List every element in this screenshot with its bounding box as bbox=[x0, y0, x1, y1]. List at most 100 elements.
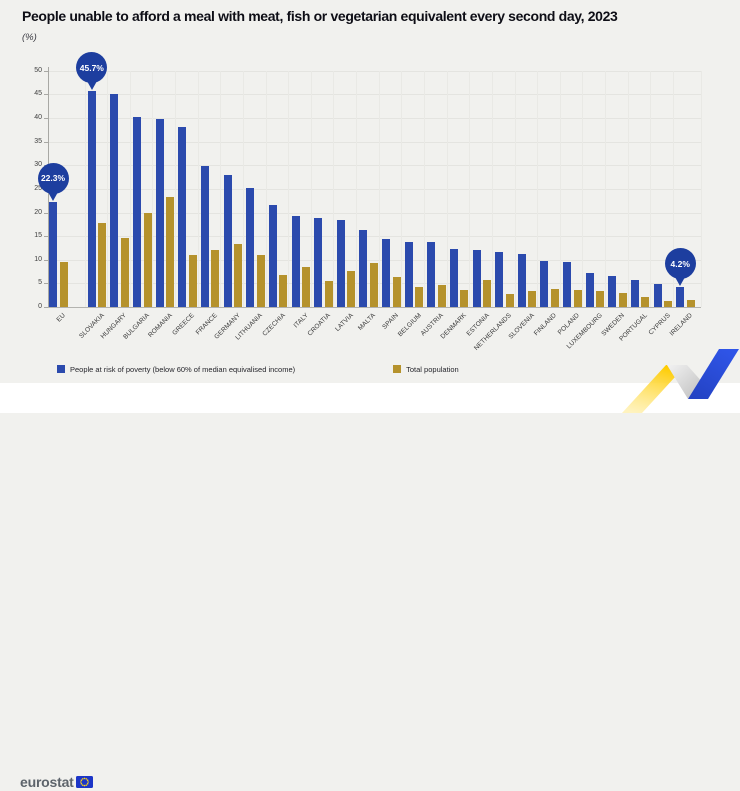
x-axis bbox=[48, 307, 701, 308]
gridline bbox=[107, 70, 109, 307]
bar-cyprus-at-risk bbox=[653, 283, 662, 307]
bar-germany-total bbox=[234, 244, 243, 307]
gridline bbox=[175, 70, 177, 307]
bar-finland-at-risk bbox=[540, 261, 549, 307]
y-axis-tick bbox=[44, 141, 48, 143]
gridline bbox=[48, 212, 701, 214]
bar-luxembourg-total bbox=[596, 291, 605, 307]
gridline bbox=[605, 70, 607, 307]
bar-lithuania-at-risk bbox=[246, 188, 255, 307]
y-axis-tick bbox=[44, 70, 48, 72]
y-axis-tick bbox=[44, 307, 48, 308]
bar-slovakia-total bbox=[98, 222, 107, 307]
gridline bbox=[446, 70, 448, 307]
page-title: People unable to afford a meal with meat… bbox=[22, 8, 618, 24]
unit-label: (%) bbox=[22, 32, 37, 43]
gridline bbox=[48, 94, 701, 96]
bar-luxembourg-at-risk bbox=[585, 272, 594, 307]
gridline bbox=[48, 236, 701, 238]
bar-greece-at-risk bbox=[178, 127, 187, 307]
gridline bbox=[48, 70, 701, 72]
trend-ribbon-graphic bbox=[622, 349, 739, 413]
y-axis-label: 0 bbox=[38, 303, 42, 310]
y-axis-label: 45 bbox=[34, 90, 42, 98]
y-axis-label: 15 bbox=[34, 232, 42, 240]
bar-france-at-risk bbox=[200, 166, 209, 307]
gridline bbox=[423, 70, 425, 307]
bar-portugal-total bbox=[641, 296, 650, 307]
gridline bbox=[627, 70, 629, 307]
gridline bbox=[469, 70, 471, 307]
bar-austria-total bbox=[437, 284, 446, 307]
legend-swatch-total-icon bbox=[393, 365, 402, 373]
bar-bulgaria-at-risk bbox=[133, 117, 142, 307]
bar-bulgaria-total bbox=[143, 213, 152, 307]
gridline bbox=[84, 70, 86, 307]
bar-poland-at-risk bbox=[563, 261, 572, 307]
y-axis-label: 35 bbox=[34, 137, 42, 145]
y-axis-tick bbox=[44, 283, 48, 285]
gridline bbox=[310, 70, 312, 307]
gridline bbox=[333, 70, 335, 307]
gridline bbox=[559, 70, 561, 307]
gridline bbox=[537, 70, 539, 307]
gridline bbox=[129, 70, 131, 307]
chart-legend: People at risk of poverty (below 60% of … bbox=[57, 363, 717, 375]
bar-eu-at-risk bbox=[49, 201, 57, 307]
bar-malta-at-risk bbox=[359, 229, 368, 307]
bar-belgium-at-risk bbox=[404, 241, 413, 307]
bar-czechia-at-risk bbox=[268, 204, 277, 307]
gridline bbox=[356, 70, 358, 307]
gridline bbox=[48, 118, 701, 120]
bar-poland-total bbox=[573, 289, 582, 307]
bar-latvia-at-risk bbox=[336, 219, 345, 307]
gridline bbox=[378, 70, 380, 307]
y-axis-label: 40 bbox=[34, 114, 42, 122]
gridline bbox=[48, 165, 701, 167]
bar-belgium-total bbox=[415, 286, 424, 307]
y-axis-label: 50 bbox=[34, 66, 42, 74]
gridline bbox=[288, 70, 290, 307]
bar-greece-total bbox=[188, 255, 197, 307]
y-axis-tick bbox=[44, 94, 48, 96]
eu-flag-icon bbox=[75, 776, 93, 788]
gridline bbox=[48, 188, 701, 190]
bar-netherlands-total bbox=[505, 293, 514, 307]
bar-malta-total bbox=[369, 263, 378, 307]
gridline bbox=[152, 70, 154, 307]
callout-eu: 22.3% bbox=[37, 162, 69, 194]
gridline bbox=[242, 70, 244, 307]
legend-label-total: Total population bbox=[406, 364, 459, 374]
y-axis-tick bbox=[44, 236, 48, 238]
gridline bbox=[48, 259, 701, 261]
gridline bbox=[491, 70, 493, 307]
gridline bbox=[220, 70, 222, 307]
bar-ireland-total bbox=[686, 299, 695, 307]
gridline bbox=[401, 70, 403, 307]
bar-portugal-at-risk bbox=[630, 279, 639, 307]
gridline bbox=[650, 70, 652, 307]
callout-tail-ireland bbox=[675, 277, 686, 287]
legend-item-arop: People at risk of poverty (below 60% of … bbox=[57, 365, 295, 374]
bar-latvia-total bbox=[347, 271, 356, 307]
bar-netherlands-at-risk bbox=[495, 252, 504, 307]
bar-italy-total bbox=[302, 267, 310, 307]
gridline bbox=[265, 70, 267, 307]
bar-slovakia-at-risk bbox=[87, 91, 96, 307]
bar-denmark-total bbox=[460, 289, 469, 307]
bar-hungary-at-risk bbox=[110, 94, 119, 307]
callout-slovakia: 45.7% bbox=[76, 52, 108, 84]
legend-item-total: Total population bbox=[393, 365, 459, 374]
y-axis-tick bbox=[44, 118, 48, 120]
y-axis-tick bbox=[44, 259, 48, 261]
bar-france-total bbox=[211, 249, 220, 307]
bar-finland-total bbox=[550, 288, 559, 307]
bar-austria-at-risk bbox=[427, 242, 436, 307]
bar-slovenia-total bbox=[528, 290, 537, 307]
y-axis-label: 10 bbox=[34, 255, 42, 263]
gridline bbox=[582, 70, 584, 307]
gridline bbox=[197, 70, 199, 307]
bar-denmark-at-risk bbox=[449, 248, 458, 307]
y-axis-label: 20 bbox=[34, 208, 42, 216]
bar-spain-total bbox=[392, 276, 401, 307]
